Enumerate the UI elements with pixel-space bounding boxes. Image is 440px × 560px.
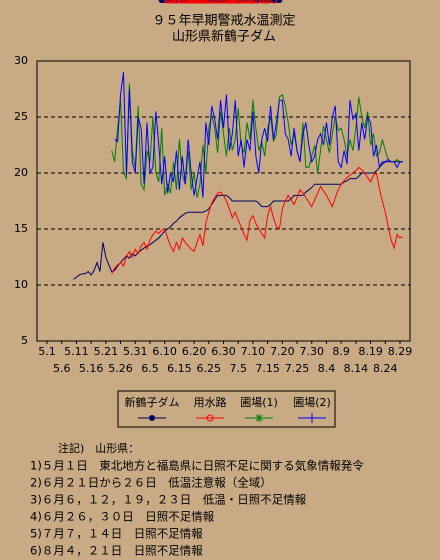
note-line: 4)６月２６，３０日 日照不足情報 <box>30 510 215 524</box>
chart-subtitle: 山形県新鶴子ダム <box>172 29 276 45</box>
data-point <box>270 0 278 4</box>
data-point <box>244 0 252 4</box>
data-point <box>194 0 202 4</box>
x-tick-label: 7.15 <box>255 362 280 375</box>
data-point <box>205 0 213 4</box>
y-tick-label: 5 <box>21 334 28 347</box>
legend-label: 圃場(1) <box>240 396 278 409</box>
data-point <box>171 0 179 4</box>
x-tick-label: 8.4 <box>318 362 336 375</box>
note-line: 6)８月４，２１日 日照不足情報 <box>30 544 203 558</box>
legend-label: 圃場(2) <box>293 396 331 409</box>
data-point <box>236 0 244 4</box>
data-point <box>208 0 216 4</box>
data-point <box>223 0 231 4</box>
data-point <box>191 0 199 4</box>
data-point <box>200 0 208 4</box>
data-point <box>219 0 227 4</box>
data-point <box>178 0 186 4</box>
data-point <box>182 0 190 4</box>
data-point <box>212 0 220 4</box>
x-tick-label: 8.29 <box>388 345 413 358</box>
y-tick-label: 15 <box>14 222 28 235</box>
x-tick-label: 7.30 <box>299 345 324 358</box>
note-line: 5)７月７，１４日 日照不足情報 <box>30 527 203 541</box>
data-point <box>253 0 261 4</box>
x-tick-label: 7.10 <box>241 345 266 358</box>
y-tick-label: 30 <box>14 54 28 67</box>
legend-marker <box>149 415 155 421</box>
x-tick-label: 8.14 <box>344 362 369 375</box>
chart-title: ９５年早期警戒水温測定 <box>152 13 295 29</box>
x-tick-label: 5.21 <box>94 345 119 358</box>
legend-label: 用水路 <box>194 396 227 409</box>
x-tick-label: 5.6 <box>53 362 71 375</box>
x-tick-label: 6.5 <box>141 362 159 375</box>
y-tick-label: 10 <box>14 278 28 291</box>
notes-heading: 注記) 山形県： <box>58 441 139 455</box>
series-line <box>73 161 403 280</box>
data-point <box>214 0 222 4</box>
data-point <box>216 0 224 4</box>
x-tick-label: 8.9 <box>332 345 350 358</box>
data-point <box>262 0 270 4</box>
legend-marker <box>307 413 317 423</box>
x-tick-label: 6.25 <box>197 362 222 375</box>
data-point <box>197 0 205 4</box>
x-tick-label: 6.30 <box>211 345 236 358</box>
x-tick-label: 6.10 <box>152 345 177 358</box>
data-point <box>238 0 246 4</box>
note-line: 1)５月１日 東北地方と福島県に日照不足に関する気象情報発令 <box>30 459 364 473</box>
data-point <box>180 0 188 4</box>
data-point <box>203 0 211 4</box>
x-tick-label: 5.26 <box>108 362 133 375</box>
note-line: 3)６月６，１２，１９，２３日 低温・日照不足情報 <box>30 493 307 507</box>
x-tick-label: 5.16 <box>79 362 104 375</box>
legend-box <box>117 390 336 428</box>
data-point <box>185 0 193 4</box>
series-line <box>114 72 403 198</box>
x-tick-label: 8.24 <box>373 362 398 375</box>
legend-marker <box>206 414 214 422</box>
data-point <box>169 0 177 4</box>
x-tick-label: 7.5 <box>229 362 247 375</box>
data-point <box>189 0 197 4</box>
data-point <box>231 0 239 4</box>
series-line <box>111 166 404 275</box>
data-point <box>259 0 267 4</box>
y-tick-label: 20 <box>14 166 28 179</box>
x-tick-label: 5.31 <box>123 345 148 358</box>
x-tick-label: 7.25 <box>285 362 310 375</box>
data-point <box>173 0 181 4</box>
series-line <box>111 83 403 198</box>
data-point <box>158 0 165 3</box>
legend-marker <box>255 414 263 422</box>
x-tick-label: 7.20 <box>270 345 295 358</box>
data-point <box>166 0 174 4</box>
x-tick-label: 5.1 <box>38 345 56 358</box>
x-tick-label: 5.11 <box>64 345 89 358</box>
data-point <box>264 0 272 4</box>
x-tick-label: 6.20 <box>182 345 207 358</box>
data-point <box>225 0 233 4</box>
data-point <box>233 0 241 4</box>
data-point <box>163 0 171 4</box>
data-point <box>242 0 250 4</box>
y-tick-label: 25 <box>14 110 28 123</box>
x-tick-label: 8.19 <box>358 345 383 358</box>
note-line: 2)６月２１日から２６日 低温注意報（全域） <box>30 476 272 490</box>
data-point <box>250 0 258 4</box>
data-point <box>247 0 255 4</box>
legend-label: 新鶴子ダム <box>125 395 180 409</box>
x-tick-label: 6.15 <box>167 362 192 375</box>
